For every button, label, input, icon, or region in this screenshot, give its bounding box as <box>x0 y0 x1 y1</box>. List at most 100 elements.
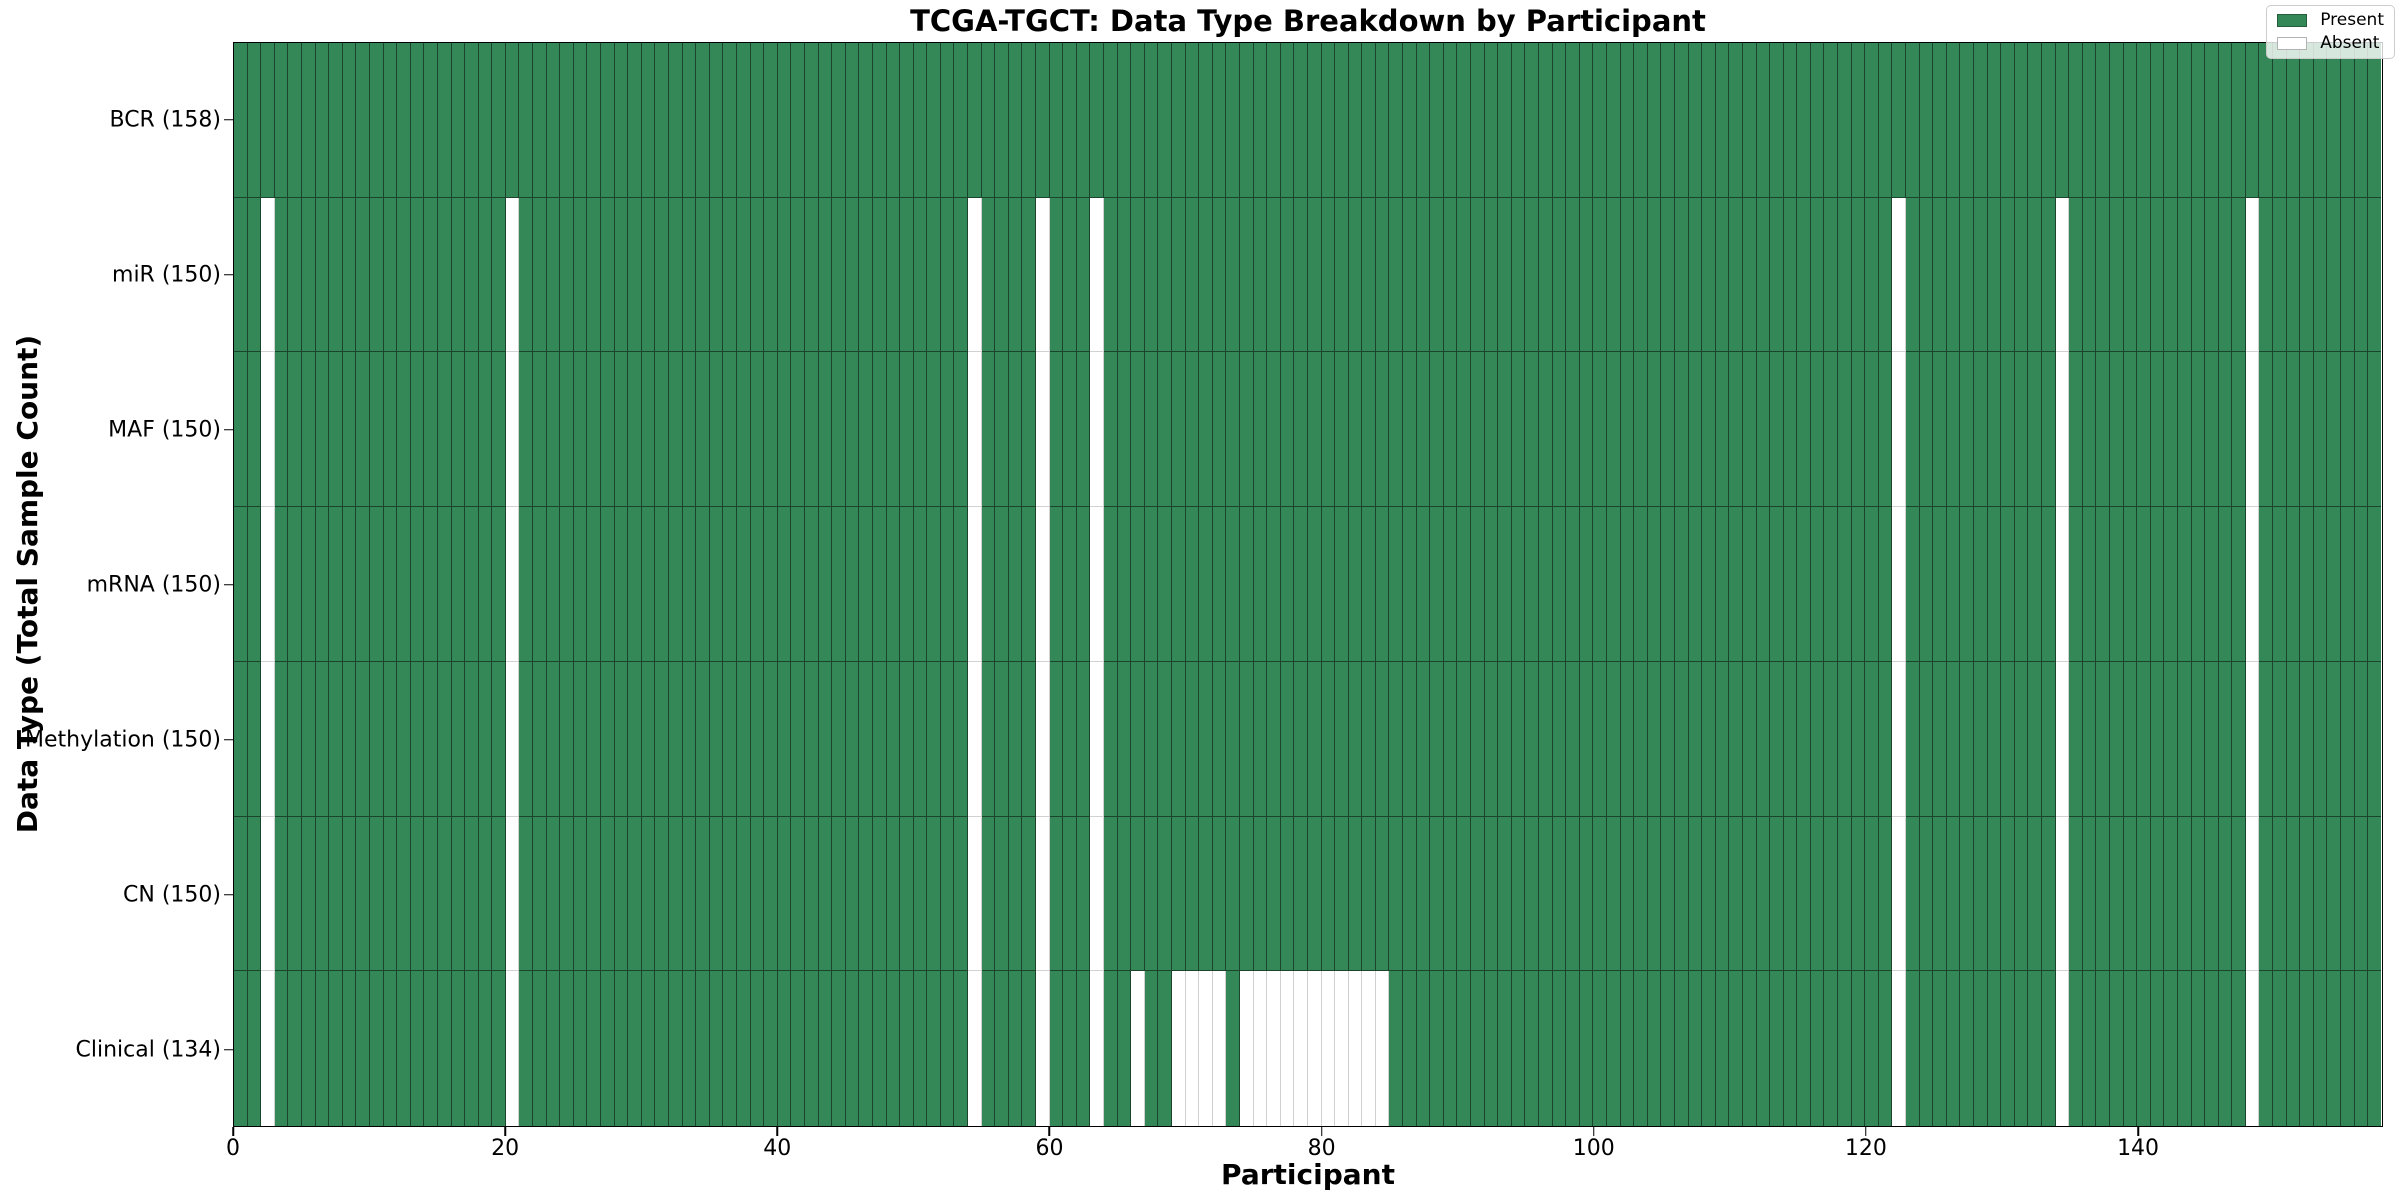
heatmap-cell <box>342 352 357 508</box>
heatmap-cell <box>804 661 819 817</box>
heatmap-cell <box>818 352 833 508</box>
heatmap-cell <box>329 197 343 353</box>
heatmap-cell <box>1280 971 1295 1127</box>
heatmap-cell <box>641 507 656 662</box>
heatmap-cell <box>437 816 452 972</box>
heatmap-cell <box>954 661 969 817</box>
heatmap-cell <box>1049 971 1064 1127</box>
heatmap-cell <box>954 197 969 353</box>
heatmap-cell <box>709 971 724 1127</box>
heatmap-cell <box>2041 971 2056 1127</box>
heatmap-cell <box>2327 352 2342 508</box>
heatmap-cell <box>465 352 479 508</box>
heatmap-cell <box>2259 816 2274 972</box>
y-tick <box>224 428 233 431</box>
heatmap-cell <box>641 661 656 817</box>
present-swatch <box>2277 14 2308 27</box>
heatmap-cell <box>872 507 887 662</box>
heatmap-cell <box>560 971 574 1127</box>
heatmap-cell <box>397 352 411 508</box>
heatmap-cell <box>845 816 860 972</box>
heatmap-cell <box>2137 971 2151 1127</box>
heatmap-cell <box>1335 661 1349 817</box>
heatmap-cell <box>614 507 629 662</box>
heatmap-cell <box>1063 816 1077 972</box>
heatmap-cell <box>2055 971 2070 1127</box>
heatmap-cell <box>410 197 425 353</box>
heatmap-cell <box>383 43 398 198</box>
heatmap-cell <box>1321 971 1336 1127</box>
heatmap-cell <box>1484 352 1499 508</box>
heatmap-cell <box>1906 197 1920 353</box>
heatmap-cell <box>1117 661 1132 817</box>
heatmap-cell <box>2218 197 2233 353</box>
y-tick-label: Clinical (134) <box>75 1037 221 1062</box>
heatmap-cell <box>1036 816 1050 972</box>
heatmap-cell <box>1484 661 1499 817</box>
heatmap-cell <box>2164 43 2178 198</box>
heatmap-cell <box>1906 43 1920 198</box>
heatmap-cell <box>614 971 629 1127</box>
heatmap-cell <box>274 661 289 817</box>
heatmap-cell <box>560 43 574 198</box>
heatmap-cell <box>2232 507 2246 662</box>
heatmap-cell <box>1036 507 1050 662</box>
heatmap-cell <box>342 197 357 353</box>
heatmap-cell <box>1212 661 1227 817</box>
heatmap-cell <box>1946 43 1961 198</box>
heatmap-cell <box>1783 507 1798 662</box>
heatmap-cell <box>1335 971 1349 1127</box>
heatmap-cell <box>2069 197 2083 353</box>
heatmap-cell <box>2137 816 2151 972</box>
heatmap-cell <box>2014 43 2029 198</box>
heatmap-cell <box>1783 816 1798 972</box>
heatmap-cell <box>369 43 384 198</box>
heatmap-cell <box>1294 971 1308 1127</box>
heatmap-cell <box>1525 352 1539 508</box>
legend-label: Present <box>2320 10 2384 30</box>
heatmap-cell <box>1851 971 1866 1127</box>
heatmap-cell <box>1838 816 1852 972</box>
heatmap-cell <box>1144 197 1159 353</box>
heatmap-cell <box>1742 816 1757 972</box>
heatmap-cell <box>1471 197 1485 353</box>
heatmap-cell <box>2286 507 2301 662</box>
heatmap-cell <box>2001 43 2015 198</box>
heatmap-cell <box>2001 661 2015 817</box>
heatmap-cell <box>1294 197 1308 353</box>
heatmap-cell <box>1104 43 1118 198</box>
heatmap-cell <box>1878 197 1893 353</box>
heatmap-cell <box>1756 661 1771 817</box>
heatmap-cell <box>451 971 466 1127</box>
heatmap-cell <box>1131 43 1145 198</box>
heatmap-cell <box>1022 661 1037 817</box>
heatmap-cell <box>2313 816 2328 972</box>
heatmap-cell <box>1280 352 1295 508</box>
heatmap-cell <box>614 197 629 353</box>
heatmap-cell <box>410 971 425 1127</box>
heatmap-cell <box>356 661 370 817</box>
heatmap-cell <box>342 43 357 198</box>
heatmap-cell <box>1797 43 1811 198</box>
heatmap-cell <box>1906 507 1920 662</box>
heatmap-cell <box>1430 971 1444 1127</box>
heatmap-cell <box>818 43 833 198</box>
legend: Present Absent <box>2266 5 2395 59</box>
heatmap-cell <box>1974 197 1988 353</box>
heatmap-cell <box>682 197 697 353</box>
heatmap-cell <box>981 661 996 817</box>
heatmap-cell <box>274 816 289 972</box>
heatmap-cell <box>2273 197 2287 353</box>
heatmap-cell <box>1770 816 1784 972</box>
heatmap-cell <box>1906 352 1920 508</box>
heatmap-cell <box>655 197 669 353</box>
heatmap-cell <box>1348 661 1363 817</box>
heatmap-cell <box>2123 661 2138 817</box>
heatmap-cell <box>1606 197 1621 353</box>
heatmap-cell <box>1335 507 1349 662</box>
heatmap-cell <box>1239 43 1254 198</box>
heatmap-cell <box>669 816 683 972</box>
heatmap-cell <box>1634 43 1648 198</box>
heatmap-cell <box>1566 816 1580 972</box>
heatmap-cell <box>1620 197 1635 353</box>
